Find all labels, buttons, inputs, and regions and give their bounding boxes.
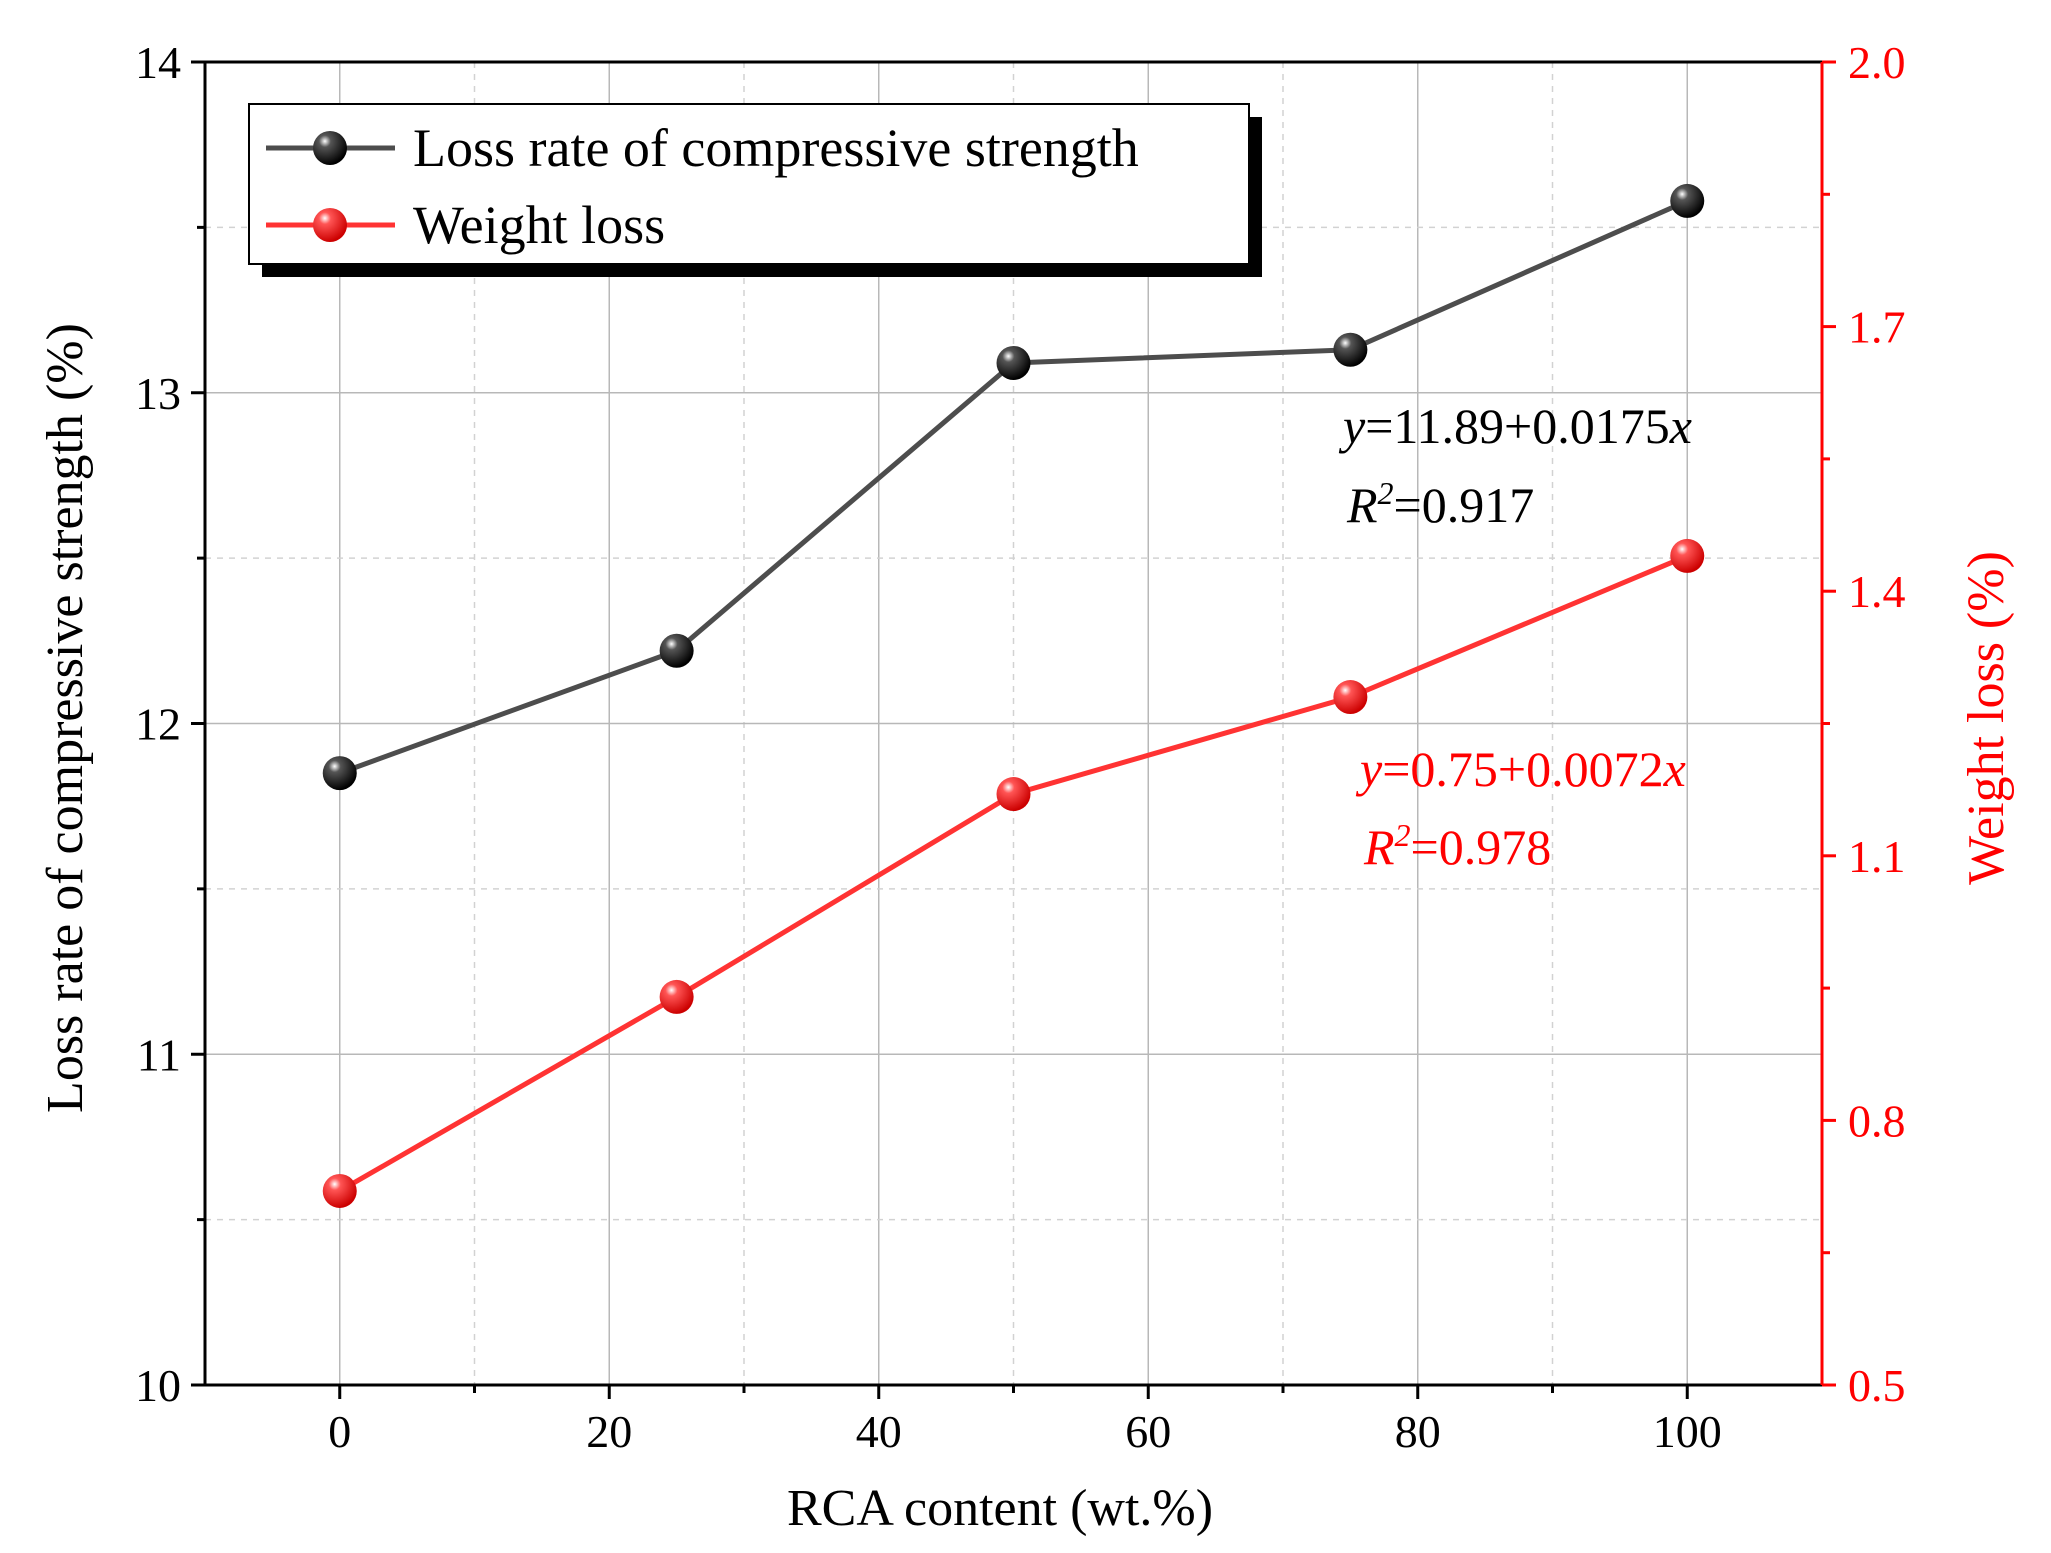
r-squared-strength: R2=0.917 [1346,475,1534,533]
legend: Loss rate of compressive strength Weight… [248,103,1262,277]
data-point-weight [659,979,694,1014]
y-left-tick-label: 13 [135,368,181,419]
y-right-tick-label: 1.1 [1848,831,1906,882]
series [322,183,1705,1208]
x-tick-label: 60 [1125,1406,1171,1457]
legend-marker-strength [313,131,347,165]
y-right-tick-label: 2.0 [1848,37,1906,88]
x-tick-label: 0 [328,1406,351,1457]
data-point-weight [996,777,1031,812]
r-squared-weight: R2=0.978 [1363,817,1551,875]
y-axis-left-title: Loss rate of compressive strength (%) [37,323,94,1113]
legend-box [248,103,1250,265]
y-right-tick-label: 1.7 [1848,302,1906,353]
y-axis-right-title: Weight loss (%) [1958,551,2015,885]
x-tick-label: 40 [856,1406,902,1457]
y-left-tick-label: 14 [135,37,181,88]
axes: 0 20 40 60 80 100 10 11 12 13 14 0.5 0.8 1.1 1.4 1.7 2.0 [135,37,1906,1457]
equation-strength: y=11.89+0.0175x [1338,398,1692,454]
data-point-strength [322,756,357,791]
y-right-tick-label: 0.8 [1848,1095,1906,1146]
x-tick-label: 20 [586,1406,632,1457]
data-point-weight [1333,680,1368,715]
x-tick-label: 100 [1653,1406,1722,1457]
data-point-strength [1333,332,1368,367]
legend-marker-weight [313,208,347,242]
data-point-strength [996,345,1031,380]
y-left-tick-label: 11 [137,1029,181,1080]
equation-weight: y=0.75+0.0072x [1355,741,1686,797]
data-point-weight [1670,538,1705,573]
data-point-strength [659,633,694,668]
data-point-weight [322,1173,357,1208]
y-right-tick-label: 0.5 [1848,1360,1906,1411]
data-point-strength [1670,183,1705,218]
y-right-tick-label: 1.4 [1848,566,1906,617]
x-axis-title: RCA content (wt.%) [787,1480,1213,1537]
y-left-tick-label: 10 [135,1360,181,1411]
x-tick-label: 80 [1395,1406,1441,1457]
legend-label-strength: Loss rate of compressive strength [413,118,1139,178]
y-left-tick-label: 12 [135,699,181,750]
legend-label-weight: Weight loss [413,195,665,255]
